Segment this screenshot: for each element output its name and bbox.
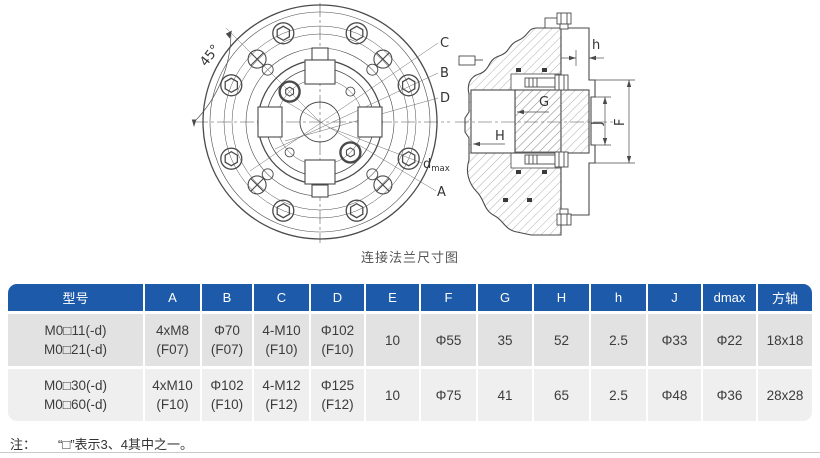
model-line: M0□21(-d)	[44, 342, 107, 357]
label-d: D	[440, 91, 450, 106]
outer-hex-bolts	[220, 22, 420, 222]
lower-stud	[524, 151, 569, 168]
cell-model: M0□11(-d) M0□21(-d)	[8, 311, 145, 366]
label-b: B	[440, 66, 449, 81]
cell-b: Φ70 (F07)	[202, 311, 254, 366]
cell-line: (F10)	[156, 397, 189, 412]
seal-rings	[503, 68, 547, 202]
col-header-model: 型号	[8, 284, 145, 311]
label-j: J	[590, 121, 605, 126]
label-g: G	[539, 95, 549, 110]
angle-label: 45°	[197, 42, 223, 69]
cell-dmax: Φ22	[703, 311, 758, 366]
cell-model: M0□30(-d) M0□60(-d)	[8, 366, 145, 421]
cell-g: 35	[478, 311, 534, 366]
shaft-section	[514, 89, 590, 154]
label-a: A	[437, 185, 446, 200]
cell-line: (F07)	[210, 342, 244, 357]
divider-line	[0, 452, 820, 453]
cell-a: 4xM10 (F10)	[145, 366, 202, 421]
cell-sq: 18x18	[758, 311, 812, 366]
cell-f: Φ55	[421, 311, 478, 366]
col-header-b: B	[202, 284, 254, 311]
col-header-e: E	[366, 284, 421, 311]
cell-a: 4xM8 (F07)	[145, 311, 202, 366]
col-header-dmax: dmax	[703, 284, 758, 311]
flange-front-view-drawing: 45° C B D dmax A	[191, 3, 450, 243]
cell-g: 41	[478, 366, 534, 421]
cell-e: 10	[366, 311, 421, 366]
cell-line: 4xM8	[155, 323, 189, 338]
label-f: F	[613, 119, 628, 126]
cell-h: 65	[534, 366, 591, 421]
col-header-f: F	[421, 284, 478, 311]
model-line: M0□30(-d)	[44, 378, 107, 393]
col-header-sq: 方轴	[758, 284, 812, 311]
cell-d: Φ102 (F10)	[311, 311, 366, 366]
cell-dmax: Φ36	[703, 366, 758, 421]
dimension-table: 型号 A B C D E F G H h J dmax 方轴 M0□11(-d)…	[8, 284, 812, 421]
cell-hs: 2.5	[591, 366, 648, 421]
cell-line: Φ102	[320, 323, 355, 338]
col-header-g: G	[478, 284, 534, 311]
model-line: M0□11(-d)	[44, 323, 107, 338]
cell-line: Φ70	[214, 323, 240, 338]
cell-line: 4xM10	[152, 378, 193, 393]
cell-line: 4-M10	[262, 323, 301, 338]
label-h-cap: H	[495, 129, 505, 144]
cell-line: Φ125	[320, 378, 355, 393]
col-header-h: H	[534, 284, 591, 311]
cell-j: Φ33	[648, 311, 703, 366]
col-header-c: C	[254, 284, 311, 311]
label-h-small: h	[592, 38, 600, 53]
cell-line: (F10)	[321, 342, 354, 357]
cell-h: 52	[534, 311, 591, 366]
footnote-label: 注：	[10, 437, 37, 452]
cell-e: 10	[366, 366, 421, 421]
tapped-holes	[247, 49, 393, 195]
cell-sq: 28x28	[758, 366, 812, 421]
label-dmax: dmax	[423, 157, 450, 174]
cell-j: Φ48	[648, 366, 703, 421]
col-header-d: D	[311, 284, 366, 311]
flange-section-view-drawing: h G H J F	[455, 12, 635, 236]
cell-c: 4-M12 (F12)	[254, 366, 311, 421]
top-bolt	[556, 12, 572, 30]
cell-hs: 2.5	[591, 311, 648, 366]
upper-stud	[524, 74, 569, 91]
cell-c: 4-M10 (F10)	[254, 311, 311, 366]
dimension-lines	[473, 50, 635, 164]
col-header-hs: h	[591, 284, 648, 311]
drive-tabs	[257, 47, 383, 198]
cell-line: (F12)	[265, 397, 298, 412]
small-holes	[261, 63, 379, 181]
table-row: M0□30(-d) M0□60(-d) 4xM10 (F10) Φ102 (F10)…	[8, 366, 812, 421]
cell-line: (F10)	[210, 397, 244, 412]
table-row: M0□11(-d) M0□21(-d) 4xM8 (F07) Φ70 (F07) 4…	[8, 311, 812, 366]
drawing-caption: 连接法兰尺寸图	[360, 250, 459, 265]
model-line: M0□60(-d)	[44, 397, 107, 412]
col-header-j: J	[648, 284, 703, 311]
footnote: 注： “□”表示3、4其中之一。	[10, 434, 193, 453]
cell-line: (F07)	[156, 342, 189, 357]
cell-line: (F10)	[265, 342, 298, 357]
side-bolt	[458, 55, 483, 66]
footnote-text: “□”表示3、4其中之一。	[58, 437, 193, 452]
cell-line: Φ102	[210, 378, 244, 393]
cell-b: Φ102 (F10)	[202, 366, 254, 421]
cell-f: Φ75	[421, 366, 478, 421]
label-c: C	[440, 36, 449, 51]
cell-d: Φ125 (F12)	[311, 366, 366, 421]
cell-line: (F12)	[321, 397, 354, 412]
col-header-a: A	[145, 284, 202, 311]
inner-socket-bolts	[278, 80, 362, 164]
table-header-row: 型号 A B C D E F G H h J dmax 方轴	[8, 284, 812, 311]
bottom-bolt	[556, 208, 572, 226]
cell-line: 4-M12	[262, 378, 301, 393]
angle-dimension	[191, 30, 232, 127]
